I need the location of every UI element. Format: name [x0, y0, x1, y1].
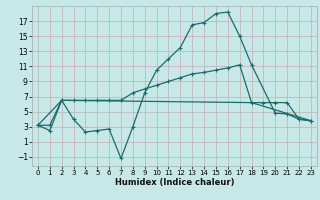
X-axis label: Humidex (Indice chaleur): Humidex (Indice chaleur): [115, 178, 234, 187]
